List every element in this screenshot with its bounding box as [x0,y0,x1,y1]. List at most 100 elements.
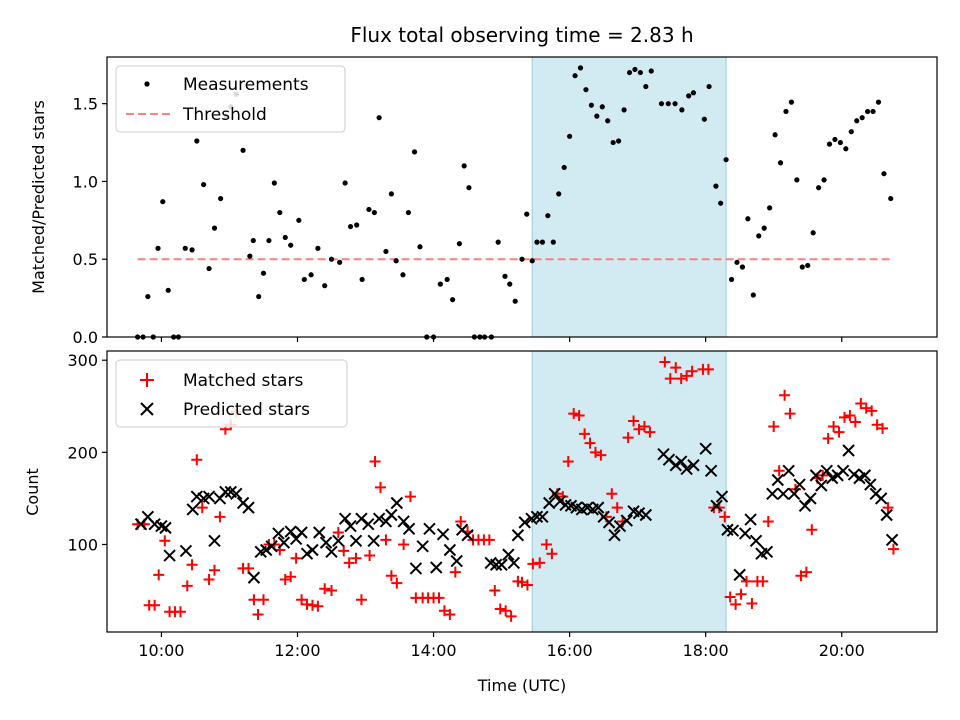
legend-predicted-marker [140,402,154,416]
measurement-point [288,242,294,248]
measurement-point [328,256,335,262]
predicted-star-point [208,534,221,547]
measurement-point [512,298,518,304]
measurement-point [450,297,456,303]
matched-star-point [505,610,517,622]
matched-star-point [385,570,397,582]
measurement-point [437,281,443,287]
matched-star-point [757,575,769,587]
predicted-star-point [620,514,633,527]
measurement-point [145,293,151,300]
predicted-star-point [766,487,779,501]
predicted-star-point [507,556,521,570]
measurement-point [750,292,756,298]
predicted-star-point [319,536,333,549]
bottom-ytick-label: 300 [67,351,98,370]
matched-star-point [540,538,552,550]
predicted-star-point [760,545,774,559]
matched-star-point [319,583,331,595]
xtick-label: 20:00 [819,641,865,660]
bottom-y-axis-label: Count [23,468,42,516]
predicted-star-point [793,478,806,491]
matched-star-point [806,524,818,536]
measurement-point [777,160,784,166]
matched-star-point [332,526,344,538]
matched-star-point [494,603,506,615]
measurement-point [160,199,166,205]
measurement-point [347,223,354,230]
bottom-x-ticks: 10:00 12:00 14:00 16:00 18:00 20:00 [138,632,865,660]
predicted-star-point [489,558,503,571]
matched-star-point [500,605,512,617]
measurement-point [502,273,508,279]
predicted-star-point [272,527,285,540]
predicted-star-point [179,544,193,558]
matched-star-point [257,594,269,606]
matched-star-point [449,566,461,578]
predicted-star-point [543,496,556,510]
measurement-point [466,185,472,191]
matched-star-point [203,573,215,585]
measurement-point [588,102,594,108]
predicted-star-point [461,529,474,542]
predicted-star-points [134,442,899,584]
predicted-star-point [738,527,752,540]
measurement-point [679,107,685,113]
top-x-ticks [160,337,843,342]
measurement-point [256,293,262,300]
matched-star-point [196,502,208,514]
bottom-panel: 100 200 300 10:00 12:00 14:00 16:00 18:00 20:00… [23,350,938,695]
measurement-point [165,287,171,293]
matched-star-point [644,426,656,438]
measurement-point [507,281,513,287]
predicted-star-point [548,487,561,501]
predicted-star-point [502,548,515,561]
matched-star-point [573,409,585,421]
measurement-point [411,149,418,155]
measurement-point [366,206,372,213]
measurement-point [388,191,394,197]
matched-star-point [191,454,203,466]
xtick-label: 12:00 [274,641,320,660]
top-y-axis-label: Matched/Predicted stars [29,100,48,294]
predicted-star-point [202,490,216,503]
matched-star-point [181,580,193,592]
matched-star-point [350,552,362,564]
measurement-point [444,276,450,283]
measurement-point [810,230,816,236]
predicted-star-point [186,503,199,516]
measurement-point [322,283,328,289]
predicted-star-point [313,526,326,539]
measurement-point [756,233,762,239]
measurement-point [610,139,616,146]
bottom-ytick-label: 200 [67,443,98,462]
predicted-star-point [553,494,567,508]
measurement-point [665,101,671,107]
measurement-point [393,258,399,264]
top-axes-frame [106,56,938,338]
predicted-star-point [344,519,357,533]
predicted-star-point [511,529,525,542]
matched-star-point [622,432,634,444]
matched-star-point [719,511,731,523]
bottom-y-ticks: 100 200 300 [67,351,107,554]
predicted-star-point [536,510,549,524]
measurement-point [616,138,622,144]
predicted-star-point [409,562,423,575]
matched-star-point [800,566,812,578]
measurement-point [767,205,773,211]
measurement-point [194,138,200,144]
measurement-point [875,99,882,105]
xtick-label: 16:00 [547,641,593,660]
measurement-point [296,217,302,223]
bottom-observing-window [531,350,727,633]
measurement-point [859,115,865,121]
measurement-point [240,147,246,153]
measurement-point [342,180,348,186]
matched-star-point [369,456,381,468]
measurement-point [837,139,843,146]
matched-star-point [628,415,640,427]
measurement-point [621,107,627,113]
matched-star-point [579,428,591,440]
measurement-point [301,276,307,283]
